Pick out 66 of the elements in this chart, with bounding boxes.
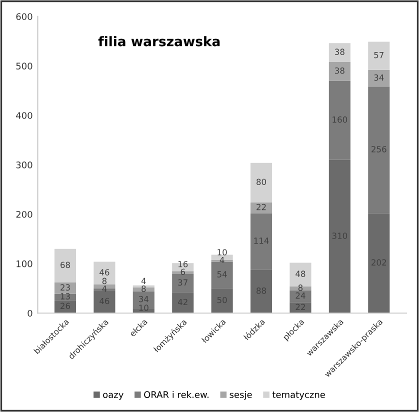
bar [250,202,272,214]
data-label: 80 [256,178,266,186]
data-label: 4 [220,256,224,264]
y-tick-label: 500 [16,62,32,70]
y-tick-label: 300 [16,162,32,168]
bar [54,294,76,300]
bar [328,62,350,81]
bar [172,274,194,292]
bar [54,248,76,282]
bar [94,290,116,314]
data-label: 256 [372,146,386,152]
data-label: 38 [335,48,344,55]
bar [250,162,272,202]
data-label: 68 [60,262,70,268]
data-label: 22 [256,204,266,210]
y-tick-label: 0 [28,310,32,317]
bar [290,290,312,302]
data-label: 34 [138,296,148,302]
data-label: 46 [100,269,110,276]
data-label: 8 [298,284,303,291]
data-label: 4 [141,278,146,284]
data-label: 16 [178,260,188,268]
bar [368,86,390,214]
bar [328,160,350,314]
data-label: 6 [180,268,185,275]
y-tick-label: 600 [16,13,32,20]
bar [290,286,312,290]
bar [132,287,154,292]
data-label: 24 [296,292,306,299]
bar [368,213,390,314]
data-label: 57 [374,52,384,58]
bar [290,302,312,314]
bar [290,262,312,286]
data-label: 114 [254,238,269,244]
data-label: 38 [335,67,344,74]
bar [250,270,272,314]
bar [328,80,350,160]
bar [250,213,272,270]
y-tick-label: 100 [16,260,32,268]
bar [54,282,76,294]
y-tick-label: 400 [16,112,32,119]
data-label: 8 [142,286,146,292]
data-label: 160 [332,116,348,123]
data-label: 48 [296,270,306,277]
data-label: 4 [102,286,107,292]
legend-label: oazy [103,392,124,400]
text: filia warszawska [98,36,220,46]
bar [328,43,350,62]
bar [368,42,390,70]
bar [368,70,390,87]
legend-label: sesje [230,391,252,400]
data-label: 34 [374,74,384,81]
bar [172,292,194,314]
y-tick-label: 200 [16,210,32,218]
data-label: 37 [178,279,188,286]
data-label: 8 [102,278,107,284]
bar [94,262,116,284]
data-label: 23 [60,284,70,291]
data-label: 10 [139,304,148,311]
legend-label: ORAR i rek.ew. [144,391,208,398]
data-label: 13 [60,293,70,300]
legend-label: tematyczne [272,392,325,400]
bar [211,262,233,288]
data-label: 54 [217,271,227,278]
data-label: 10 [218,249,227,256]
bar [211,288,233,314]
